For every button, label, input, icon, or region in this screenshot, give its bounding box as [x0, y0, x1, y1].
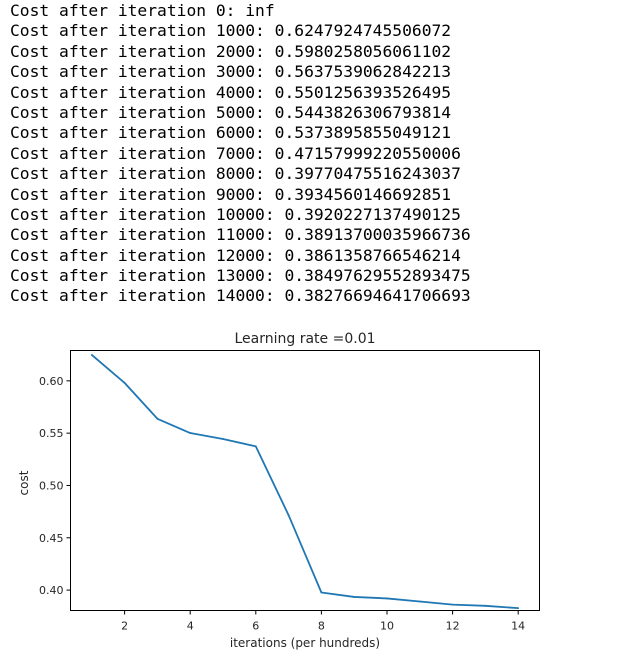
output-line: Cost after iteration 5000: 0.54438263067…: [10, 102, 452, 122]
data-point: [451, 603, 454, 606]
data-point: [156, 417, 159, 420]
x-tick-label: 2: [121, 620, 128, 633]
y-tick-label: 0.55: [39, 427, 64, 440]
data-point: [517, 607, 520, 610]
cost-series-line: [91, 354, 519, 610]
x-tick-label: 10: [380, 620, 394, 633]
data-point: [189, 432, 192, 434]
output-line: Cost after iteration 0: inf: [10, 1, 275, 20]
x-tick-label: 14: [511, 620, 525, 633]
x-tick-label: 4: [187, 620, 194, 633]
output-line: Cost after iteration 3000: 0.56375390628…: [10, 62, 452, 82]
output-line: Cost after iteration 11000: 0.3891370003…: [10, 225, 471, 245]
y-axis: 0.40 0.45 0.50 0.55 0.60: [39, 375, 71, 597]
y-tick-label: 0.50: [39, 479, 64, 492]
output-line: Cost after iteration 2000: 0.59802580560…: [10, 41, 452, 61]
data-point: [254, 445, 257, 448]
output-line: Cost after iteration 13000: 0.3849762955…: [10, 266, 471, 286]
output-line: Cost after iteration 9000: 0.39345601466…: [10, 184, 452, 204]
data-point: [353, 596, 356, 598]
plot-series: [90, 354, 520, 610]
output-line: Cost after iteration 6000: 0.53738958550…: [10, 123, 452, 143]
output-line: Cost after iteration 8000: 0.39770475516…: [10, 164, 461, 184]
data-point: [123, 382, 126, 384]
chart-title: Learning rate =0.01: [234, 331, 375, 347]
data-point: [418, 600, 421, 603]
data-point: [287, 514, 290, 517]
data-point: [90, 354, 93, 356]
y-axis-label: cost: [17, 470, 31, 495]
output-line: Cost after iteration 10000: 0.3920227137…: [10, 204, 461, 224]
output-line: Cost after iteration 14000: 0.3827669464…: [10, 286, 471, 306]
x-axis: 2 4 6 8 10 12 14: [121, 610, 525, 633]
output-line: Cost after iteration 12000: 0.3861358766…: [10, 245, 461, 265]
output-line: Cost after iteration 4000: 0.55012563935…: [10, 82, 452, 102]
y-tick-label: 0.45: [39, 532, 64, 545]
x-tick-label: 6: [252, 620, 259, 633]
data-point: [484, 604, 487, 607]
y-tick-label: 0.40: [39, 584, 64, 597]
plot-frame: [70, 350, 540, 611]
cell-output: Cost after iteration 0: inf Cost after it…: [10, 1, 471, 307]
y-tick-label: 0.60: [39, 375, 64, 388]
data-point: [222, 438, 224, 440]
x-tick-label: 8: [318, 620, 325, 633]
output-line: Cost after iteration 1000: 0.62479247455…: [10, 21, 452, 41]
data-point: [386, 597, 388, 600]
x-axis-label: iterations (per hundreds): [230, 636, 380, 650]
x-tick-label: 12: [446, 620, 460, 633]
output-line: Cost after iteration 7000: 0.47157999220…: [10, 143, 461, 163]
data-point: [320, 591, 323, 594]
